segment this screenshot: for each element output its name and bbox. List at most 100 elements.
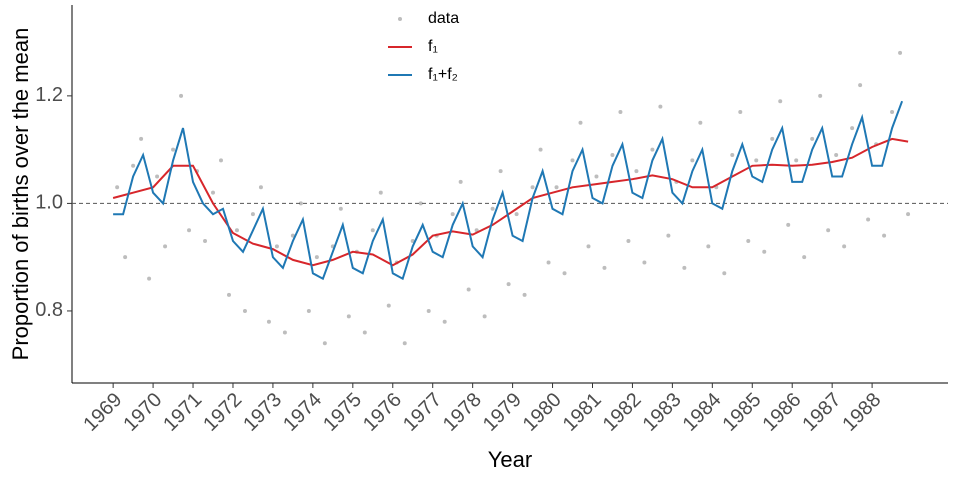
data-point <box>490 206 495 211</box>
data-point <box>642 260 647 265</box>
data-point <box>147 276 152 281</box>
data-point <box>498 169 503 174</box>
x-tick-label: 1976 <box>359 389 406 436</box>
data-point <box>842 244 847 249</box>
data-point <box>306 308 311 313</box>
data-point <box>850 126 855 131</box>
data-point <box>442 319 447 324</box>
data-point <box>602 265 607 270</box>
x-tick-label: 1971 <box>159 389 206 436</box>
data-point <box>658 104 663 109</box>
data-point <box>131 163 136 168</box>
data-point <box>698 120 703 125</box>
data-point <box>594 174 599 179</box>
data-point <box>834 153 839 158</box>
x-tick-label: 1986 <box>758 389 805 436</box>
data-point <box>274 244 279 249</box>
data-point <box>554 185 559 190</box>
data-point <box>482 314 487 319</box>
data-point <box>898 50 903 55</box>
data-point <box>203 239 208 244</box>
x-tick-label: 1974 <box>279 389 326 436</box>
legend-symbol <box>398 17 402 21</box>
data-point <box>179 93 184 98</box>
x-tick-label: 1977 <box>399 389 446 436</box>
data-point <box>666 233 671 238</box>
x-tick-label: 1981 <box>559 389 606 436</box>
data-point <box>314 255 319 260</box>
data-point <box>762 249 767 254</box>
data-point <box>570 158 575 163</box>
data-point <box>250 212 255 217</box>
data-point <box>578 120 583 125</box>
data-point <box>530 185 535 190</box>
data-point <box>778 99 783 104</box>
data-point <box>139 136 144 141</box>
data-point <box>770 136 775 141</box>
data-point <box>346 314 351 319</box>
x-tick-label: 1982 <box>599 389 646 436</box>
data-point <box>818 93 823 98</box>
data-point <box>402 341 407 346</box>
data-point <box>866 217 871 222</box>
data-point <box>586 244 591 249</box>
data-point <box>706 244 711 249</box>
data-point <box>234 228 239 233</box>
data-point <box>786 222 791 227</box>
data-point <box>458 179 463 184</box>
x-tick-label: 1985 <box>719 389 766 436</box>
data-point <box>506 282 511 287</box>
x-tick-label: 1975 <box>319 389 366 436</box>
data-point <box>802 255 807 260</box>
data-point <box>546 260 551 265</box>
x-tick-label: 1984 <box>679 389 726 436</box>
data-point <box>610 153 615 158</box>
x-tick-label: 1987 <box>798 389 845 436</box>
data-point <box>754 158 759 163</box>
data-point <box>378 190 383 195</box>
data-point <box>298 201 303 206</box>
x-tick-label: 1972 <box>199 389 246 436</box>
data-point <box>338 206 343 211</box>
data-point <box>450 212 455 217</box>
data-point <box>634 169 639 174</box>
legend-label: data <box>428 10 459 27</box>
y-axis-title: Proportion of births over the mean <box>8 28 33 361</box>
data-point <box>370 228 375 233</box>
data-point <box>730 153 735 158</box>
x-tick-label: 1978 <box>439 389 486 436</box>
x-axis-title: Year <box>488 447 532 472</box>
x-tick-label: 1979 <box>479 389 526 436</box>
data-point <box>218 158 223 163</box>
data-point <box>386 303 391 308</box>
data-point <box>266 319 271 324</box>
x-tick-label: 1983 <box>639 389 686 436</box>
data-point <box>538 147 543 152</box>
x-tick-label: 1988 <box>838 389 885 436</box>
legend-label: f₁ <box>428 38 438 55</box>
data-point <box>282 330 287 335</box>
data-point <box>882 233 887 238</box>
data-point <box>522 292 527 297</box>
data-point <box>650 147 655 152</box>
data-point <box>682 265 687 270</box>
data-point <box>562 271 567 276</box>
data-point <box>322 341 327 346</box>
data-point <box>362 330 367 335</box>
data-point <box>514 212 519 217</box>
data-point <box>690 158 695 163</box>
series-line <box>113 100 904 281</box>
data-point <box>187 228 192 233</box>
data-point <box>738 110 743 115</box>
y-tick-label: 0.8 <box>35 299 63 321</box>
data-point <box>155 174 160 179</box>
legend: data f₁ f₁+f₂ <box>388 10 459 83</box>
data-point <box>258 185 263 190</box>
data-point <box>626 239 631 244</box>
data-point <box>826 228 831 233</box>
data-point <box>426 308 431 313</box>
data-point <box>618 110 623 115</box>
data-point <box>171 147 176 152</box>
data-point <box>211 190 216 195</box>
